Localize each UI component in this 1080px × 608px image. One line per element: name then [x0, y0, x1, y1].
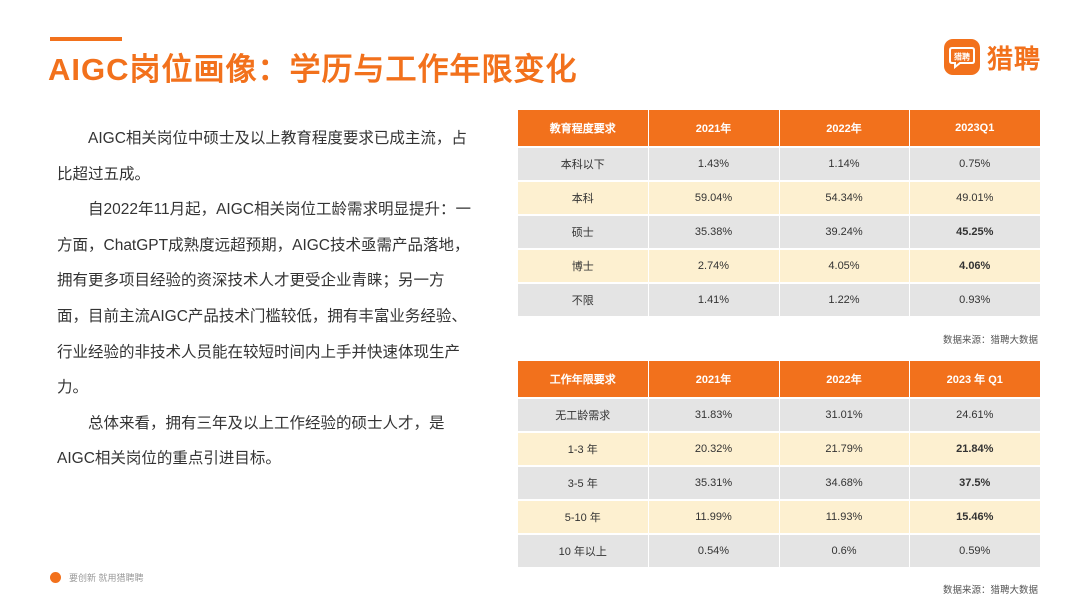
- footer: 要创新 就用猎聘聘: [50, 571, 144, 584]
- table-header-row: 工作年限要求 2021年 2022年 2023 年 Q1: [518, 361, 1040, 398]
- table-cell: 11.99%: [648, 500, 780, 534]
- paragraph-3: 总体来看，拥有三年及以上工作经验的硕士人才，是AIGC相关岗位的重点引进目标。: [57, 414, 445, 468]
- table-cell: 0.6%: [779, 534, 910, 567]
- table-cell: 博士: [518, 249, 649, 283]
- table-row: 1-3 年 20.32% 21.79% 21.84%: [518, 432, 1040, 466]
- table-cell: 1.41%: [648, 283, 780, 316]
- footer-logo-icon: [50, 572, 61, 583]
- footer-slogan: 要创新 就用猎聘聘: [69, 573, 144, 583]
- table-cell: 本科: [518, 181, 649, 215]
- table-cell: 0.54%: [648, 534, 780, 567]
- table-cell: 1.14%: [779, 147, 910, 181]
- table-cell: 硕士: [518, 215, 649, 249]
- table-cell: 21.84%: [909, 432, 1040, 466]
- table-cell: 2.74%: [648, 249, 780, 283]
- paragraph-1: AIGC相关岗位中硕士及以上教育程度要求已成主流，占比超过五成。: [57, 130, 467, 183]
- experience-source-note: 数据来源：猎聘大数据: [942, 585, 1038, 596]
- table-cell: 10 年以上: [518, 534, 649, 567]
- table-row: 无工龄需求 31.83% 31.01% 24.61%: [518, 398, 1040, 432]
- table-cell: 本科以下: [518, 147, 649, 181]
- table-row: 硕士 35.38% 39.24% 45.25%: [518, 215, 1040, 249]
- table-cell: 1.43%: [648, 147, 780, 181]
- column-header: 2021年: [648, 110, 780, 147]
- table-cell: 1-3 年: [518, 432, 649, 466]
- table-row: 10 年以上 0.54% 0.6% 0.59%: [518, 534, 1040, 567]
- table-row: 博士 2.74% 4.05% 4.06%: [518, 249, 1040, 283]
- table-cell: 31.01%: [779, 398, 910, 432]
- table-cell: 0.93%: [909, 283, 1040, 316]
- table-cell: 35.38%: [648, 215, 780, 249]
- table-row: 不限 1.41% 1.22% 0.93%: [518, 283, 1040, 316]
- table-cell: 0.59%: [909, 534, 1040, 567]
- table-cell: 无工龄需求: [518, 398, 649, 432]
- table-cell: 不限: [518, 283, 649, 316]
- table-cell: 37.5%: [909, 466, 1040, 500]
- table-row: 5-10 年 11.99% 11.93% 15.46%: [518, 500, 1040, 534]
- table-cell: 20.32%: [648, 432, 780, 466]
- table-cell: 45.25%: [909, 215, 1040, 249]
- table-row: 本科 59.04% 54.34% 49.01%: [518, 181, 1040, 215]
- column-header: 2021年: [648, 361, 780, 398]
- body-text: AIGC相关岗位中硕士及以上教育程度要求已成主流，占比超过五成。 自2022年1…: [57, 121, 472, 477]
- table-row: 3-5 年 35.31% 34.68% 37.5%: [518, 466, 1040, 500]
- title-accent-line: [50, 37, 122, 41]
- table-cell: 0.75%: [909, 147, 1040, 181]
- table-cell: 5-10 年: [518, 500, 649, 534]
- experience-table: 工作年限要求 2021年 2022年 2023 年 Q1 无工龄需求 31.83…: [518, 361, 1040, 567]
- table-cell: 1.22%: [779, 283, 910, 316]
- table-cell: 34.68%: [779, 466, 910, 500]
- table-cell: 49.01%: [909, 181, 1040, 215]
- column-header: 2023 年 Q1: [909, 361, 1040, 398]
- table-cell: 54.34%: [779, 181, 910, 215]
- chat-bubble-icon: 猎聘: [949, 47, 975, 69]
- column-header: 工作年限要求: [518, 361, 649, 398]
- table-cell: 4.05%: [779, 249, 910, 283]
- education-table: 教育程度要求 2021年 2022年 2023Q1 本科以下 1.43% 1.1…: [518, 110, 1040, 316]
- column-header: 2023Q1: [909, 110, 1040, 147]
- table-cell: 31.83%: [648, 398, 780, 432]
- page-title: AIGC岗位画像：学历与工作年限变化: [48, 52, 578, 87]
- column-header: 2022年: [779, 361, 910, 398]
- table-cell: 21.79%: [779, 432, 910, 466]
- table-header-row: 教育程度要求 2021年 2022年 2023Q1: [518, 110, 1040, 147]
- table-row: 本科以下 1.43% 1.14% 0.75%: [518, 147, 1040, 181]
- logo-text: 猎聘: [987, 43, 1042, 74]
- table-cell: 39.24%: [779, 215, 910, 249]
- table-cell: 35.31%: [648, 466, 780, 500]
- table-cell: 4.06%: [909, 249, 1040, 283]
- table-cell: 3-5 年: [518, 466, 649, 500]
- column-header: 2022年: [779, 110, 910, 147]
- liepin-logo-icon: 猎聘: [944, 39, 980, 75]
- education-source-note: 数据来源：猎聘大数据: [942, 335, 1038, 346]
- table-cell: 59.04%: [648, 181, 780, 215]
- paragraph-2: 自2022年11月起，AIGC相关岗位工龄需求明显提升：一方面，ChatGPT成…: [57, 201, 471, 397]
- logo-mark-text: 猎聘: [953, 52, 970, 62]
- table-cell: 24.61%: [909, 398, 1040, 432]
- table-cell: 11.93%: [779, 500, 910, 534]
- table-cell: 15.46%: [909, 500, 1040, 534]
- column-header: 教育程度要求: [518, 110, 649, 147]
- liepin-logo: 猎聘 猎聘: [944, 38, 1041, 76]
